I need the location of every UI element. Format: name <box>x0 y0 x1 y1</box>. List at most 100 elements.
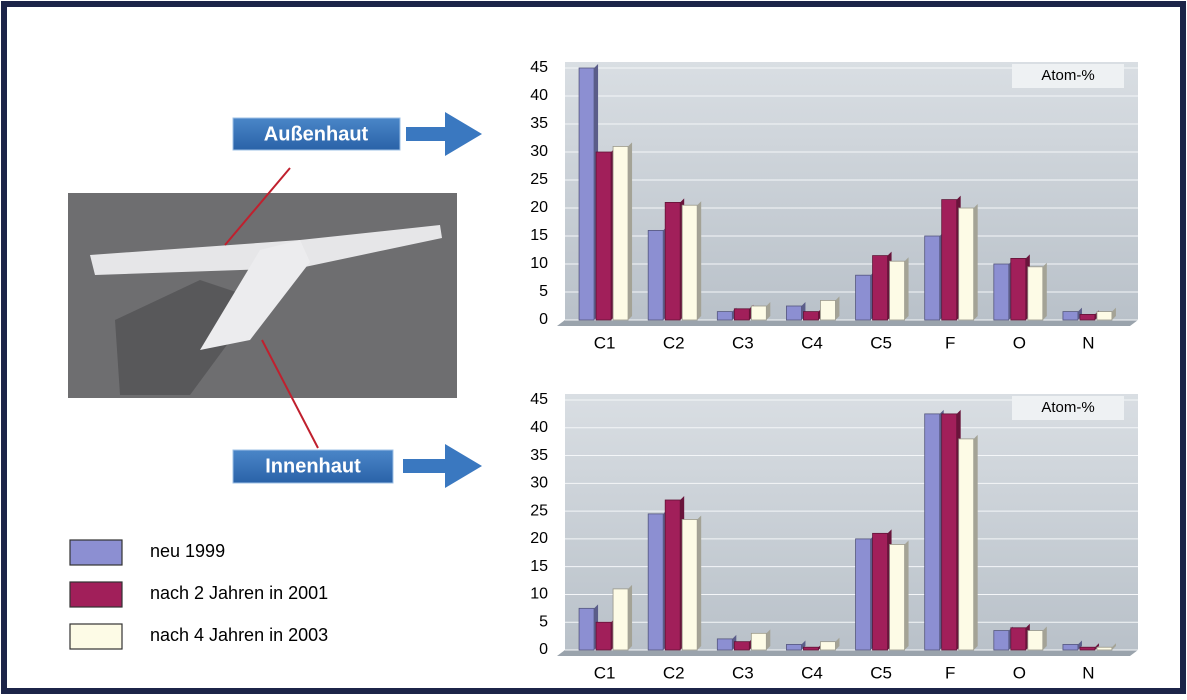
bar <box>1010 257 1027 321</box>
legend-swatch <box>69 539 123 566</box>
y-tick-label: 10 <box>530 586 548 603</box>
y-tick-label: 5 <box>539 283 548 300</box>
bar-side <box>835 637 840 650</box>
bar <box>681 519 698 651</box>
x-tick-label: C3 <box>732 333 754 352</box>
bar <box>664 499 681 651</box>
x-tick-label: O <box>1013 333 1026 352</box>
bar <box>612 145 629 321</box>
y-tick-label: 35 <box>530 447 548 464</box>
chart: 0 5 10 15 20 25 30 35 40 45 Atom-% C1 C2 C3 C4 C5 F O N <box>530 59 1138 352</box>
arrow <box>403 444 482 488</box>
x-tick-label: C2 <box>663 333 685 352</box>
bar <box>1079 313 1096 321</box>
x-tick-label: C5 <box>870 663 892 682</box>
bar <box>664 201 681 321</box>
legend-swatch <box>69 581 123 608</box>
x-tick-label: N <box>1082 663 1094 682</box>
y-tick-label: 15 <box>530 227 548 244</box>
bar <box>681 204 698 321</box>
bar <box>941 199 958 321</box>
x-tick-label: C2 <box>663 663 685 682</box>
bar <box>1062 311 1079 321</box>
charts: 0 5 10 15 20 25 30 35 40 45 Atom-% C1 C2 C3 C4 C5 F O N 0 5 1… <box>530 59 1138 682</box>
bar <box>889 544 905 651</box>
bar <box>1027 266 1044 321</box>
bar <box>595 151 612 321</box>
bar <box>578 67 595 321</box>
y-tick-label: 35 <box>530 115 548 132</box>
legend-label: nach 4 Jahren in 2003 <box>150 625 328 645</box>
bar <box>958 207 975 321</box>
y-tick-label: 45 <box>530 59 548 76</box>
bar <box>1027 630 1044 651</box>
y-tick-label: 45 <box>530 391 548 408</box>
bar <box>820 299 836 321</box>
y-tick-label: 25 <box>530 502 548 519</box>
bar <box>595 621 612 651</box>
bar <box>786 305 802 321</box>
legend-label: nach 2 Jahren in 2001 <box>150 583 328 603</box>
bar <box>889 260 905 321</box>
bar <box>1062 644 1079 651</box>
bar <box>786 644 802 651</box>
bar <box>803 311 819 321</box>
bar-side <box>697 515 702 650</box>
label-group: Außenhaut Innenhaut <box>232 112 482 488</box>
bar <box>733 641 750 651</box>
bar <box>578 607 595 651</box>
bar <box>924 235 941 321</box>
y-tick-label: 30 <box>530 475 548 492</box>
x-tick-label: N <box>1082 333 1094 352</box>
bar-side <box>904 540 909 650</box>
y-tick-label: 20 <box>530 199 548 216</box>
bar <box>872 255 888 321</box>
bar-side <box>1111 643 1116 650</box>
unit-box <box>1012 64 1124 88</box>
bar <box>1079 646 1096 651</box>
unit-label: Atom-% <box>1041 399 1094 416</box>
bar-side <box>1077 640 1082 650</box>
y-tick-label: 0 <box>539 311 548 328</box>
y-tick-label: 30 <box>530 143 548 160</box>
bar-side <box>904 257 909 320</box>
photo <box>68 167 457 449</box>
legend-label: neu 1999 <box>150 541 225 561</box>
label-box <box>232 117 401 151</box>
y-tick-label: 0 <box>539 641 548 658</box>
unit-label: Atom-% <box>1041 67 1094 84</box>
unit-box <box>1012 396 1124 420</box>
bar-side <box>628 142 633 320</box>
bar-side <box>1042 262 1047 320</box>
bar <box>750 632 767 651</box>
bar <box>733 308 750 321</box>
bar <box>1096 311 1113 321</box>
x-tick-label: C4 <box>801 333 823 352</box>
x-tick-label: C5 <box>870 333 892 352</box>
bar <box>803 646 819 651</box>
bar-side <box>697 201 702 320</box>
y-tick-label: 20 <box>530 530 548 547</box>
floor <box>557 650 1138 656</box>
annotation: Innenhaut <box>265 455 361 477</box>
bar-side <box>973 434 978 650</box>
bar <box>612 588 629 651</box>
bar <box>993 630 1010 651</box>
bar <box>958 438 975 651</box>
x-tick-label: C3 <box>732 663 754 682</box>
bar <box>716 638 733 651</box>
bar <box>820 641 836 651</box>
bar-side <box>973 204 978 320</box>
x-tick-label: O <box>1013 663 1026 682</box>
legend: neu 1999 nach 2 Jahren in 2001 nach 4 Jahr… <box>69 539 328 650</box>
bar <box>924 413 941 651</box>
bar <box>1010 627 1027 651</box>
y-tick-label: 40 <box>530 419 548 436</box>
bar <box>1096 646 1113 651</box>
bar-side <box>766 302 771 320</box>
x-tick-label: C4 <box>801 663 823 682</box>
x-tick-label: F <box>945 333 955 352</box>
y-tick-label: 10 <box>530 255 548 272</box>
bar-side <box>835 296 840 320</box>
